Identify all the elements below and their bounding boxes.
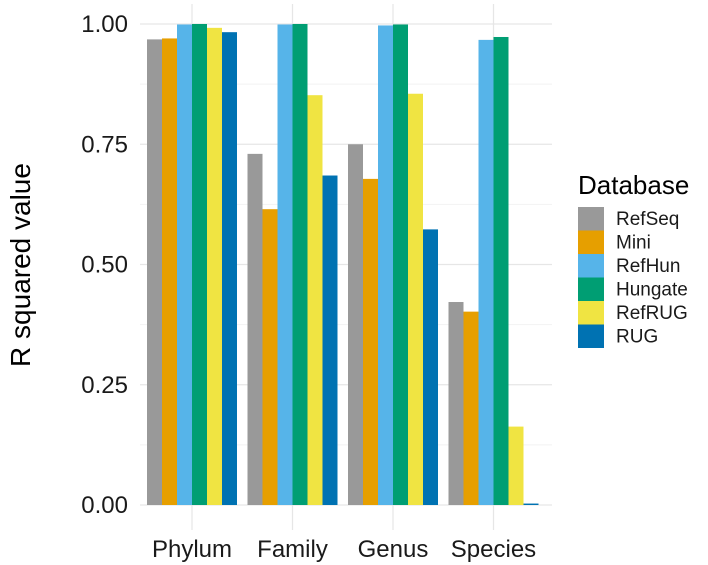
bar-hungate-species xyxy=(493,36,509,505)
bar-refrug-genus xyxy=(408,93,423,506)
bar-hungate-phylum xyxy=(192,24,207,505)
y-tick-label: 1.00 xyxy=(81,11,128,38)
bar-mini-phylum xyxy=(162,38,177,506)
legend-key-refrug xyxy=(578,301,604,325)
y-tick-label: 0.75 xyxy=(81,131,128,158)
bar-refrug-family xyxy=(307,95,323,506)
bar-rug-genus xyxy=(423,229,438,505)
y-axis-title: R squared value xyxy=(5,163,36,367)
bar-refseq-family xyxy=(247,153,263,505)
y-tick-label: 0.25 xyxy=(81,372,128,399)
legend-label-refrug: RefRUG xyxy=(616,303,688,324)
x-tick-labels: Phylum Family Genus Species xyxy=(152,536,536,563)
x-tick-label-species: Species xyxy=(451,536,536,563)
bar-refhun-family xyxy=(277,24,293,506)
y-tick-labels: 0.00 0.25 0.50 0.75 1.00 xyxy=(81,11,128,519)
legend-label-refseq: RefSeq xyxy=(616,209,679,230)
legend-key-refseq xyxy=(578,207,604,231)
bar-refhun-species xyxy=(478,39,494,506)
bar-refhun-phylum xyxy=(177,24,192,506)
bar-refrug-phylum xyxy=(207,27,222,506)
x-tick-label-family: Family xyxy=(257,536,328,563)
bar-rug-species xyxy=(523,503,539,505)
bar-mini-species xyxy=(463,311,479,505)
legend-key-rug xyxy=(578,324,604,348)
y-tick-label: 0.00 xyxy=(81,492,128,519)
legend-label-refhun: RefHun xyxy=(616,256,680,277)
bar-rug-family xyxy=(322,175,338,505)
bar-mini-genus xyxy=(363,178,378,505)
bars-layer xyxy=(147,24,539,506)
legend-key-hungate xyxy=(578,277,604,301)
legend-title: Database xyxy=(578,170,689,200)
x-tick-label-genus: Genus xyxy=(358,536,429,563)
legend-label-mini: Mini xyxy=(616,233,651,254)
bar-hungate-family xyxy=(292,24,308,505)
legend-key-mini xyxy=(578,230,604,254)
bar-refrug-species xyxy=(508,426,524,505)
bar-refseq-phylum xyxy=(147,39,162,505)
x-tick-label-phylum: Phylum xyxy=(152,536,232,563)
legend-label-rug: RUG xyxy=(616,327,658,348)
bar-refseq-genus xyxy=(348,144,363,505)
bar-rug-phylum xyxy=(222,32,237,505)
bar-hungate-genus xyxy=(393,24,408,506)
bar-refseq-species xyxy=(448,302,464,505)
y-tick-label: 0.50 xyxy=(81,252,128,279)
legend-key-refhun xyxy=(578,254,604,278)
bar-mini-family xyxy=(262,209,278,505)
bar-refhun-genus xyxy=(378,25,393,506)
legend-label-hungate: Hungate xyxy=(616,280,688,301)
